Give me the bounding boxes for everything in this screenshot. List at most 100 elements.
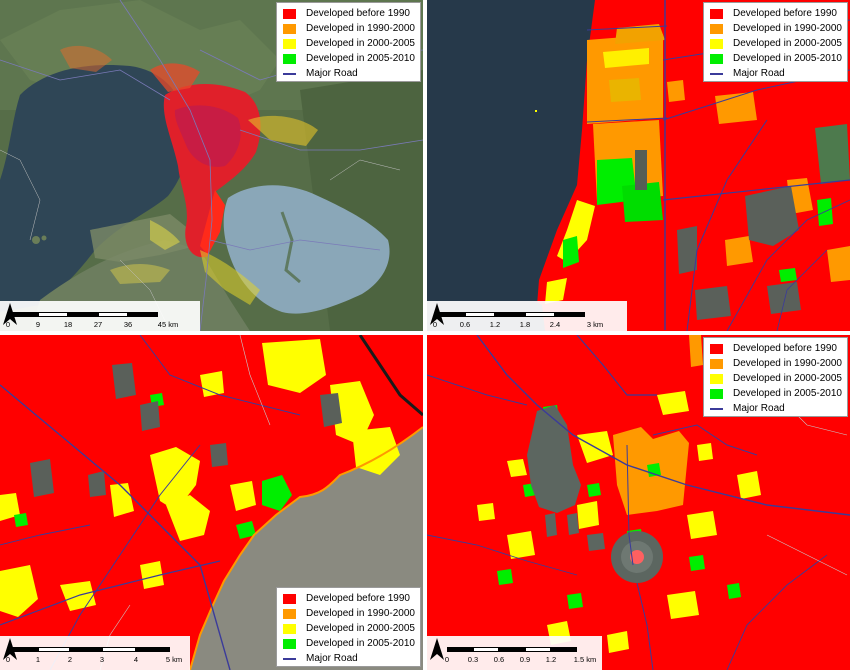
scale-bar-segment bbox=[447, 647, 473, 652]
legend-item: Developed in 1990-2000 bbox=[283, 606, 415, 621]
scale-bar: 0 1 2 3 4 5 km bbox=[0, 636, 190, 670]
scale-tick-label: 3 bbox=[99, 655, 105, 664]
legend-swatch-green bbox=[283, 638, 296, 649]
map-legend: Developed before 1990 Developed in 1990-… bbox=[703, 2, 848, 82]
legend-swatch-red bbox=[283, 8, 296, 19]
legend-swatch-red bbox=[283, 593, 296, 604]
legend-item: Developed in 2005-2010 bbox=[283, 51, 415, 66]
road-line-icon bbox=[283, 657, 296, 660]
scale-bar-segment bbox=[68, 312, 98, 317]
scale-tick-label: 4 bbox=[133, 655, 139, 664]
map-panel-regional[interactable]: Developed before 1990 Developed in 1990-… bbox=[0, 0, 423, 331]
scale-tick-label: 2.4 bbox=[549, 320, 561, 329]
legend-swatch-yellow bbox=[710, 373, 723, 384]
scale-bar-segment bbox=[8, 312, 38, 317]
scale-bar-segment bbox=[499, 647, 525, 652]
legend-label: Developed before 1990 bbox=[306, 593, 410, 604]
scale-tick-label: 3 km bbox=[586, 320, 604, 329]
map-panel-inland[interactable]: Developed before 1990 Developed in 1990-… bbox=[427, 335, 850, 670]
legend-item: Major Road bbox=[710, 401, 841, 416]
legend-swatch-yellow bbox=[283, 623, 296, 634]
scale-tick-label: 1 bbox=[35, 655, 41, 664]
legend-label: Developed in 2000-2005 bbox=[733, 373, 842, 384]
legend-item: Developed in 2000-2005 bbox=[710, 36, 842, 51]
map-legend: Developed before 1990 Developed in 1990-… bbox=[276, 2, 421, 82]
scale-bar-segment bbox=[8, 647, 38, 652]
legend-road-label: Major Road bbox=[306, 653, 358, 664]
scale-tick-label: 27 bbox=[93, 320, 103, 329]
scale-bar-segment bbox=[70, 647, 102, 652]
scale-tick-label: 1.2 bbox=[489, 320, 501, 329]
legend-label: Developed in 1990-2000 bbox=[733, 358, 842, 369]
legend-label: Developed before 1990 bbox=[306, 8, 410, 19]
scale-bar: 0 0.3 0.6 0.9 1.2 1.5 km bbox=[427, 636, 602, 670]
map-legend: Developed before 1990 Developed in 1990-… bbox=[276, 587, 421, 667]
road-line-icon bbox=[710, 72, 723, 75]
legend-label: Developed before 1990 bbox=[733, 8, 837, 19]
scale-tick-label: 45 km bbox=[157, 320, 179, 329]
legend-label: Developed in 2005-2010 bbox=[306, 53, 415, 64]
legend-item: Developed in 2005-2010 bbox=[710, 386, 842, 401]
legend-label: Developed in 2005-2010 bbox=[733, 53, 842, 64]
scale-bar-segment bbox=[38, 312, 68, 317]
scale-bar-segment bbox=[435, 312, 465, 317]
legend-road-label: Major Road bbox=[733, 68, 785, 79]
scale-tick-label: 1.8 bbox=[519, 320, 531, 329]
legend-item: Developed in 2005-2010 bbox=[710, 51, 842, 66]
legend-label: Developed in 2005-2010 bbox=[733, 388, 842, 399]
legend-swatch-yellow bbox=[710, 38, 723, 49]
scale-bar-segment bbox=[551, 647, 577, 652]
legend-item: Major Road bbox=[283, 66, 414, 81]
legend-swatch-orange bbox=[283, 23, 296, 34]
legend-item: Major Road bbox=[710, 66, 841, 81]
scale-bar-segment bbox=[555, 312, 585, 317]
scale-bar-segment bbox=[525, 647, 551, 652]
legend-label: Developed in 2000-2005 bbox=[306, 623, 415, 634]
legend-swatch-green bbox=[710, 53, 723, 64]
legend-label: Developed before 1990 bbox=[733, 343, 837, 354]
map-panel-lakeshore[interactable]: Developed before 1990 Developed in 1990-… bbox=[0, 335, 423, 670]
legend-item: Developed before 1990 bbox=[283, 6, 414, 21]
legend-swatch-red bbox=[710, 8, 723, 19]
legend-label: Developed in 1990-2000 bbox=[306, 608, 415, 619]
legend-road-label: Major Road bbox=[306, 68, 358, 79]
scale-tick-label: 1.2 bbox=[545, 655, 557, 664]
legend-item: Developed in 2000-2005 bbox=[710, 371, 842, 386]
map-panel-coastal[interactable]: Developed before 1990 Developed in 1990-… bbox=[427, 0, 850, 331]
legend-item: Developed in 1990-2000 bbox=[710, 356, 842, 371]
scale-tick-label: 0.3 bbox=[467, 655, 479, 664]
legend-item: Major Road bbox=[283, 651, 414, 666]
legend-swatch-green bbox=[710, 388, 723, 399]
legend-swatch-orange bbox=[710, 358, 723, 369]
scale-bar-segment bbox=[473, 647, 499, 652]
scale-bar-segment bbox=[525, 312, 555, 317]
north-arrow-icon bbox=[430, 638, 444, 660]
map-legend: Developed before 1990 Developed in 1990-… bbox=[703, 337, 848, 417]
legend-item: Developed in 1990-2000 bbox=[710, 21, 842, 36]
legend-label: Developed in 2000-2005 bbox=[733, 38, 842, 49]
scale-tick-label: 18 bbox=[63, 320, 73, 329]
legend-item: Developed in 2005-2010 bbox=[283, 636, 415, 651]
legend-item: Developed before 1990 bbox=[710, 6, 841, 21]
scale-tick-label: 1.5 km bbox=[573, 655, 597, 664]
legend-label: Developed in 2000-2005 bbox=[306, 38, 415, 49]
legend-swatch-green bbox=[283, 53, 296, 64]
scale-tick-label: 9 bbox=[35, 320, 41, 329]
legend-swatch-orange bbox=[710, 23, 723, 34]
legend-item: Developed before 1990 bbox=[710, 341, 841, 356]
scale-bar: 0 9 18 27 36 45 km bbox=[0, 301, 200, 331]
scale-tick-label: 0 bbox=[444, 655, 450, 664]
legend-item: Developed in 1990-2000 bbox=[283, 21, 415, 36]
scale-bar-segment bbox=[38, 647, 70, 652]
scale-tick-label: 0.6 bbox=[493, 655, 505, 664]
scale-bar-segment bbox=[465, 312, 495, 317]
scale-bar: 0 0.6 1.2 1.8 2.4 3 km bbox=[427, 301, 627, 331]
scale-bar-segment bbox=[495, 312, 525, 317]
scale-tick-label: 36 bbox=[123, 320, 133, 329]
legend-item: Developed before 1990 bbox=[283, 591, 414, 606]
scale-tick-label: 0.6 bbox=[459, 320, 471, 329]
legend-road-label: Major Road bbox=[733, 403, 785, 414]
scale-tick-label: 2 bbox=[67, 655, 73, 664]
scale-bar-segment bbox=[102, 647, 136, 652]
